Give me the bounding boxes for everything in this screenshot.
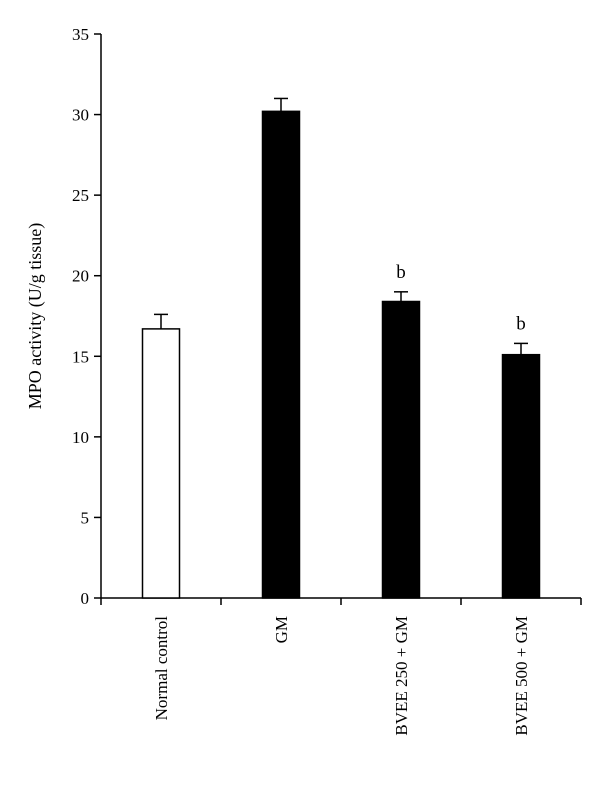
y-tick-label: 0 <box>81 589 90 608</box>
y-tick-label: 30 <box>72 106 89 125</box>
y-tick-label: 25 <box>72 186 89 205</box>
error-bar <box>394 291 408 302</box>
x-tick-label: BVEE 500 + GM <box>512 616 531 736</box>
error-bars <box>154 97 528 355</box>
annotations: bb <box>396 262 526 335</box>
x-tick-label: Normal control <box>152 616 171 721</box>
y-tick-label: 15 <box>72 347 89 366</box>
significance-annotation: b <box>396 262 406 283</box>
x-tick-label: BVEE 250 + GM <box>392 616 411 736</box>
x-ticks: Normal control GM BVEE 250 + GM BVEE 500 + … <box>100 598 582 736</box>
bar <box>261 110 301 599</box>
error-bar <box>274 97 288 112</box>
y-tick-label: 10 <box>72 428 89 447</box>
bar <box>501 353 541 599</box>
y-tick-label: 20 <box>72 267 89 286</box>
x-tick-label: GM <box>272 616 291 643</box>
y-tick-label: 5 <box>81 508 90 527</box>
bar <box>141 328 181 599</box>
y-axis-label: MPO activity (U/g tissue) <box>25 223 46 410</box>
error-bar <box>154 313 168 329</box>
y-tick-label: 35 <box>72 25 89 44</box>
significance-annotation: b <box>516 313 526 334</box>
error-bar <box>514 342 528 355</box>
y-ticks: 0 5 10 15 20 25 30 35 <box>72 25 101 608</box>
bars <box>141 110 541 599</box>
bar <box>381 300 421 599</box>
